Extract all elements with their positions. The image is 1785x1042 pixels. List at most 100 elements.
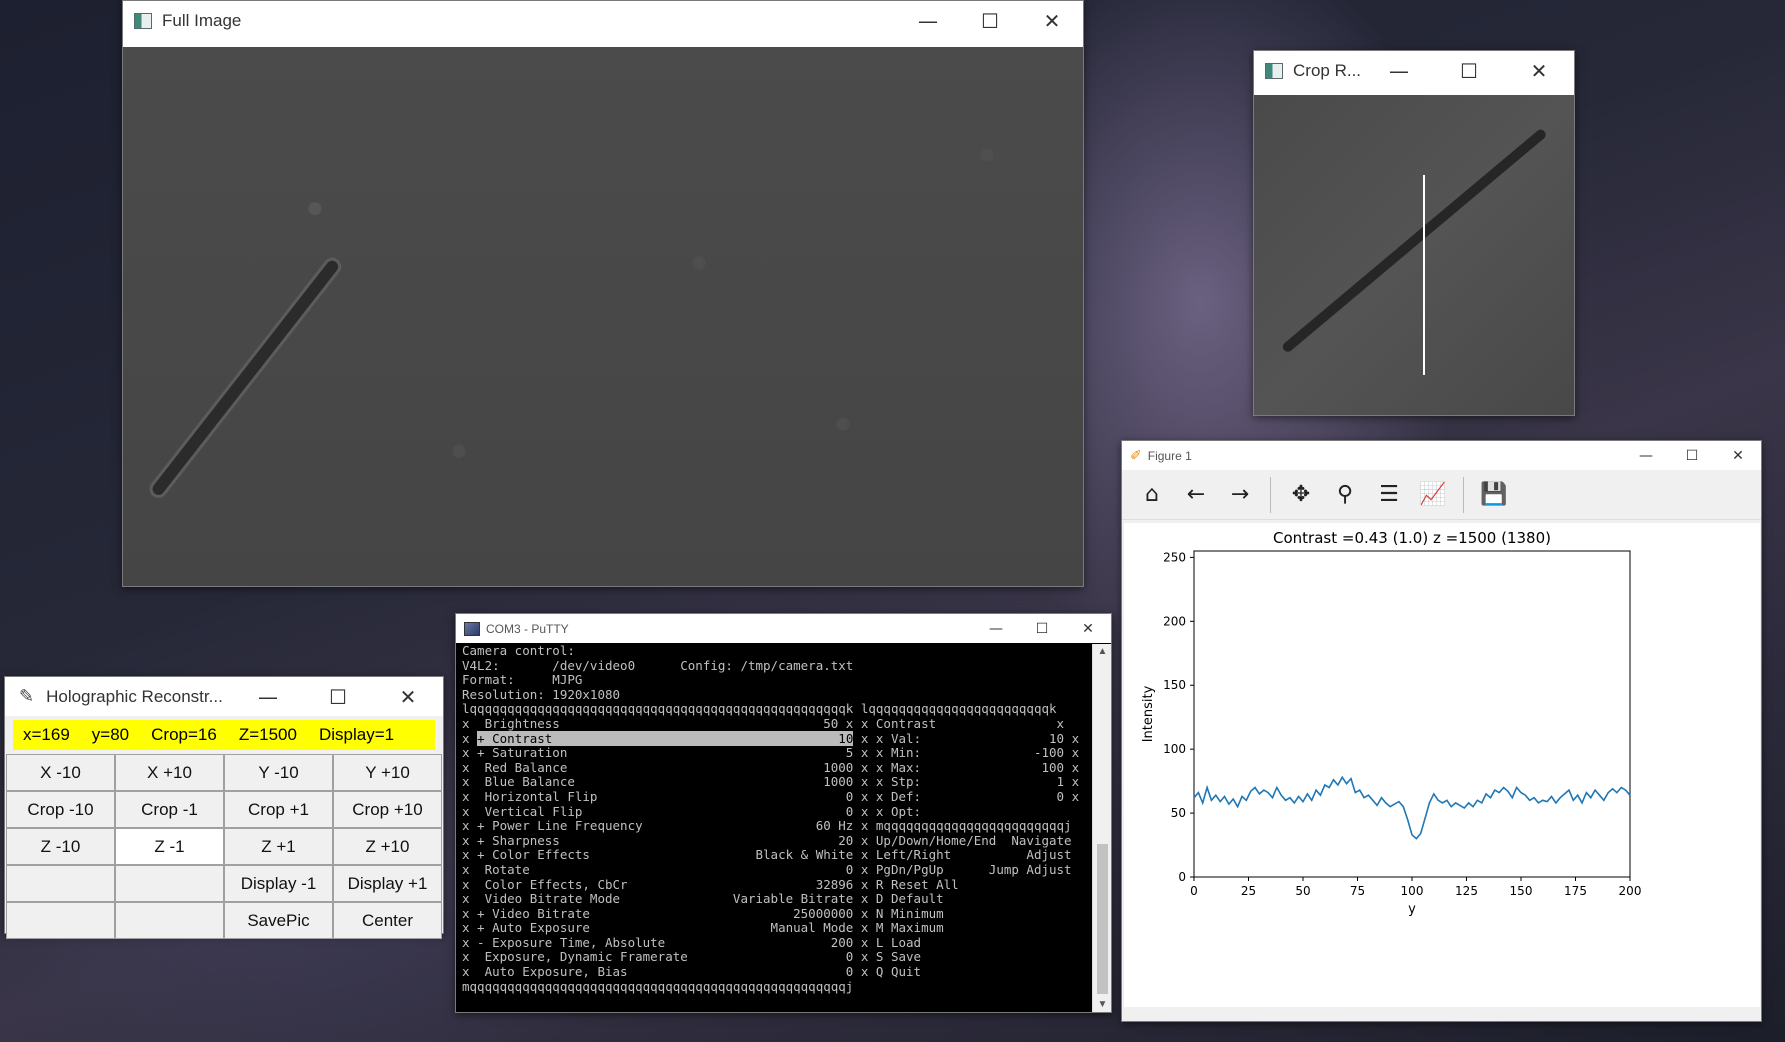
- window-app-icon: [1265, 62, 1283, 79]
- edit-axes-icon[interactable]: 📈: [1419, 482, 1447, 507]
- terminal-scrollbar[interactable]: ▲ ▼: [1092, 644, 1111, 1012]
- crop-canvas[interactable]: [1254, 95, 1574, 415]
- status-x: x=169: [23, 725, 70, 744]
- intensity-chart: Contrast =0.43 (1.0) z =1500 (1380) 0 25 50…: [1141, 529, 1642, 917]
- z-1-button[interactable]: Z +1: [224, 828, 333, 865]
- pan-icon[interactable]: ✥: [1291, 482, 1311, 507]
- y-tick-label: 100: [1163, 742, 1186, 756]
- terminal-line: x + Sharpness 20 x Up/Down/Home/End Navi…: [462, 832, 1072, 848]
- blank-button[interactable]: [115, 865, 224, 902]
- y-tick-label: 50: [1171, 806, 1186, 820]
- blank-button[interactable]: [115, 902, 224, 939]
- z-1-button[interactable]: Z -1: [115, 828, 224, 865]
- toolbar-separator: [1463, 476, 1464, 513]
- crop-1-button[interactable]: Crop -1: [115, 791, 224, 828]
- forward-arrow-icon[interactable]: →: [1230, 482, 1250, 507]
- control-button-grid: X -10 X +10 Y -10 Y +10 Crop -10 Crop -1 Crop …: [6, 754, 443, 939]
- blank-button[interactable]: [6, 902, 115, 939]
- x-tick-label: 200: [1619, 884, 1642, 898]
- full-image-canvas[interactable]: [123, 47, 1083, 586]
- putty-window: COM3 - PuTTY — ☐ ✕ Camera control: V4L2: …: [455, 613, 1112, 1013]
- configure-subplots-icon[interactable]: ☰: [1379, 482, 1399, 507]
- terminal-line: x Color Effects, CbCr 32896 x R Reset Al…: [462, 876, 959, 892]
- chart-title: Contrast =0.43 (1.0) z =1500 (1380): [1273, 529, 1551, 547]
- terminal-output[interactable]: Camera control: V4L2: /dev/video0 Config:…: [458, 644, 1090, 1012]
- full-image-titlebar[interactable]: Full Image — ☐ ✕: [123, 1, 1083, 40]
- holo-titlebar[interactable]: ✎ Holographic Reconstr... — ☐ ✕: [5, 677, 443, 716]
- y-10-button[interactable]: Y +10: [333, 754, 442, 791]
- toolbar-separator: [1270, 476, 1271, 513]
- profile-line: [1423, 175, 1425, 375]
- x-10-button[interactable]: X -10: [6, 754, 115, 791]
- back-arrow-icon[interactable]: ←: [1186, 482, 1206, 507]
- zoom-icon[interactable]: ⚲: [1336, 482, 1354, 507]
- minimize-button[interactable]: —: [1389, 58, 1409, 83]
- minimize-button[interactable]: —: [258, 684, 278, 709]
- z-10-button[interactable]: Z +10: [333, 828, 442, 865]
- close-button[interactable]: ✕: [399, 684, 417, 709]
- x-tick-label: 100: [1401, 884, 1424, 898]
- display-1-button[interactable]: Display +1: [333, 865, 442, 902]
- minimize-button[interactable]: —: [1639, 447, 1653, 464]
- scroll-down-arrow[interactable]: ▼: [1097, 999, 1108, 1010]
- terminal-line: x Brightness 50 x x Contrast x: [462, 715, 1065, 731]
- blank-button[interactable]: [6, 865, 115, 902]
- display-1-button[interactable]: Display -1: [224, 865, 333, 902]
- holographic-window: ✎ Holographic Reconstr... — ☐ ✕ x=169 y=…: [4, 676, 444, 939]
- crop-1-button[interactable]: Crop +1: [224, 791, 333, 828]
- maximize-button[interactable]: ☐: [1685, 447, 1699, 464]
- x-tick-label: 50: [1295, 884, 1310, 898]
- terminal-line: x Auto Exposure, Bias 0 x Q Quit: [462, 964, 922, 980]
- status-display: Display=1: [318, 725, 395, 744]
- savepic-button[interactable]: SavePic: [224, 902, 333, 939]
- maximize-button[interactable]: ☐: [1035, 620, 1049, 637]
- terminal-line: lqqqqqqqqqqqqqqqqqqqqqqqqqqqqqqqqqqqqqqq…: [462, 701, 1057, 717]
- window-title: Holographic Reconstr...: [46, 686, 223, 706]
- fiber-shape: [1280, 127, 1548, 354]
- crop-window: Crop R... — ☐ ✕: [1253, 50, 1575, 416]
- y-tick-label: 0: [1178, 870, 1186, 884]
- terminal-line-segment: + Contrast 10: [477, 730, 854, 746]
- maximize-button[interactable]: ☐: [329, 684, 347, 709]
- x-tick-label: 175: [1564, 884, 1587, 898]
- figure-titlebar[interactable]: ✐ Figure 1 — ☐ ✕: [1122, 441, 1761, 470]
- terminal-line: x + Auto Exposure Manual Mode x M Maximu…: [462, 920, 944, 936]
- scroll-thumb[interactable]: [1097, 844, 1108, 994]
- terminal-line: x + Saturation 5 x x Min: -100 x: [462, 745, 1080, 761]
- status-y: y=80: [91, 725, 130, 744]
- scroll-up-arrow[interactable]: ▲: [1097, 646, 1108, 657]
- y-tick-label: 200: [1163, 614, 1186, 628]
- x-tick-label: 75: [1350, 884, 1365, 898]
- close-button[interactable]: ✕: [1082, 620, 1094, 637]
- figure-toolbar: ⌂ ← → ✥ ⚲ ☰ 📈 💾: [1122, 470, 1761, 520]
- maximize-button[interactable]: ☐: [981, 8, 999, 33]
- z-10-button[interactable]: Z -10: [6, 828, 115, 865]
- center-button[interactable]: Center: [333, 902, 442, 939]
- terminal-line: x Rotate 0 x PgDn/PgUp Jump Adjust: [462, 861, 1072, 877]
- terminal-line: x + Power Line Frequency 60 Hz x mqqqqqq…: [462, 818, 1072, 834]
- crop-10-button[interactable]: Crop +10: [333, 791, 442, 828]
- y-tick-label: 150: [1163, 678, 1186, 692]
- axes-frame: [1193, 550, 1631, 878]
- x-axis-label: y: [1408, 902, 1416, 917]
- minimize-button[interactable]: —: [918, 8, 938, 33]
- plot-area[interactable]: Contrast =0.43 (1.0) z =1500 (1380) 0 25 50…: [1124, 523, 1760, 1007]
- full-image-window: Full Image — ☐ ✕: [122, 0, 1084, 587]
- window-title: Crop R...: [1293, 60, 1362, 80]
- x-10-button[interactable]: X +10: [115, 754, 224, 791]
- terminal-line: Format: MJPG: [462, 672, 583, 688]
- window-title: COM3 - PuTTY: [486, 621, 569, 636]
- terminal-line: x Blue Balance 1000 x x Stp: 1 x: [462, 774, 1080, 790]
- save-icon[interactable]: 💾: [1480, 482, 1508, 507]
- y-10-button[interactable]: Y -10: [224, 754, 333, 791]
- maximize-button[interactable]: ☐: [1460, 58, 1478, 83]
- crop-10-button[interactable]: Crop -10: [6, 791, 115, 828]
- home-icon[interactable]: ⌂: [1145, 482, 1159, 507]
- minimize-button[interactable]: —: [989, 620, 1003, 637]
- close-button[interactable]: ✕: [1043, 8, 1061, 33]
- close-button[interactable]: ✕: [1530, 58, 1548, 83]
- putty-titlebar[interactable]: COM3 - PuTTY — ☐ ✕: [456, 614, 1111, 643]
- close-button[interactable]: ✕: [1732, 447, 1744, 464]
- terminal-line: V4L2: /dev/video0 Config: /tmp/camera.tx…: [462, 657, 854, 673]
- crop-titlebar[interactable]: Crop R... — ☐ ✕: [1254, 51, 1574, 90]
